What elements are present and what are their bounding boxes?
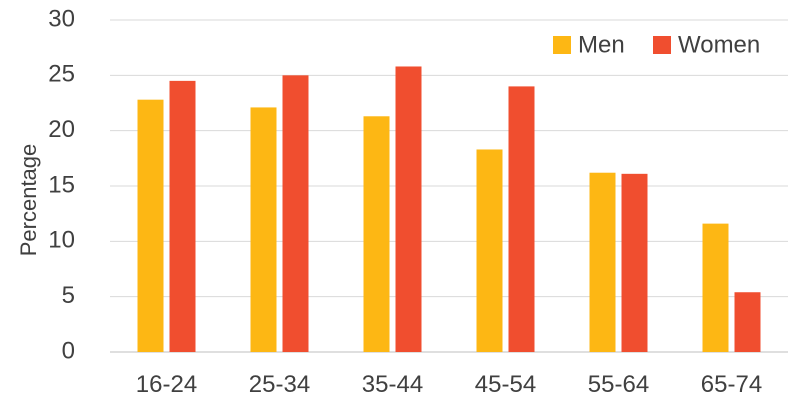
x-tick-label: 35-44 (362, 371, 423, 398)
bar-men-35-44 (363, 116, 390, 352)
y-tick-label: 20 (48, 116, 75, 143)
bar-women-25-34 (282, 75, 309, 352)
bar-men-16-24 (137, 99, 164, 353)
bar-men-45-54 (476, 149, 503, 352)
gridlines (110, 19, 788, 353)
bar-women-16-24 (169, 80, 196, 352)
x-tick-label: 16-24 (136, 371, 197, 398)
legend-swatch (553, 36, 571, 54)
legend-swatch (653, 36, 671, 54)
legend-item-women: Women (653, 31, 760, 58)
x-tick-label: 55-64 (588, 371, 649, 398)
bar-women-55-64 (621, 173, 648, 352)
bar-women-45-54 (508, 86, 535, 353)
bar-women-35-44 (395, 66, 422, 352)
bar-women-65-74 (734, 292, 761, 352)
legend-item-men: Men (553, 31, 625, 58)
legend-label: Women (678, 31, 760, 58)
y-tick-label: 5 (62, 282, 75, 309)
y-tick-label: 25 (48, 61, 75, 88)
y-tick-label: 30 (48, 5, 75, 32)
bar-men-55-64 (589, 172, 616, 352)
y-axis-title: Percentage (16, 144, 41, 257)
y-tick-label: 15 (48, 171, 75, 198)
x-tick-label: 25-34 (249, 371, 310, 398)
y-axis-ticks: 0 5 10 15 20 25 30 (48, 5, 75, 364)
bar-men-25-34 (250, 107, 277, 352)
x-tick-label: 65-74 (701, 371, 762, 398)
legend-label: Men (578, 31, 625, 58)
legend: Men Women (553, 31, 760, 58)
bar-men-65-74 (702, 223, 729, 352)
x-axis-ticks: 16-24 25-34 35-44 45-54 55-64 65-74 (136, 371, 762, 398)
y-tick-label: 10 (48, 227, 75, 254)
x-tick-label: 45-54 (475, 371, 536, 398)
bars (137, 66, 761, 353)
y-tick-label: 0 (62, 337, 75, 364)
